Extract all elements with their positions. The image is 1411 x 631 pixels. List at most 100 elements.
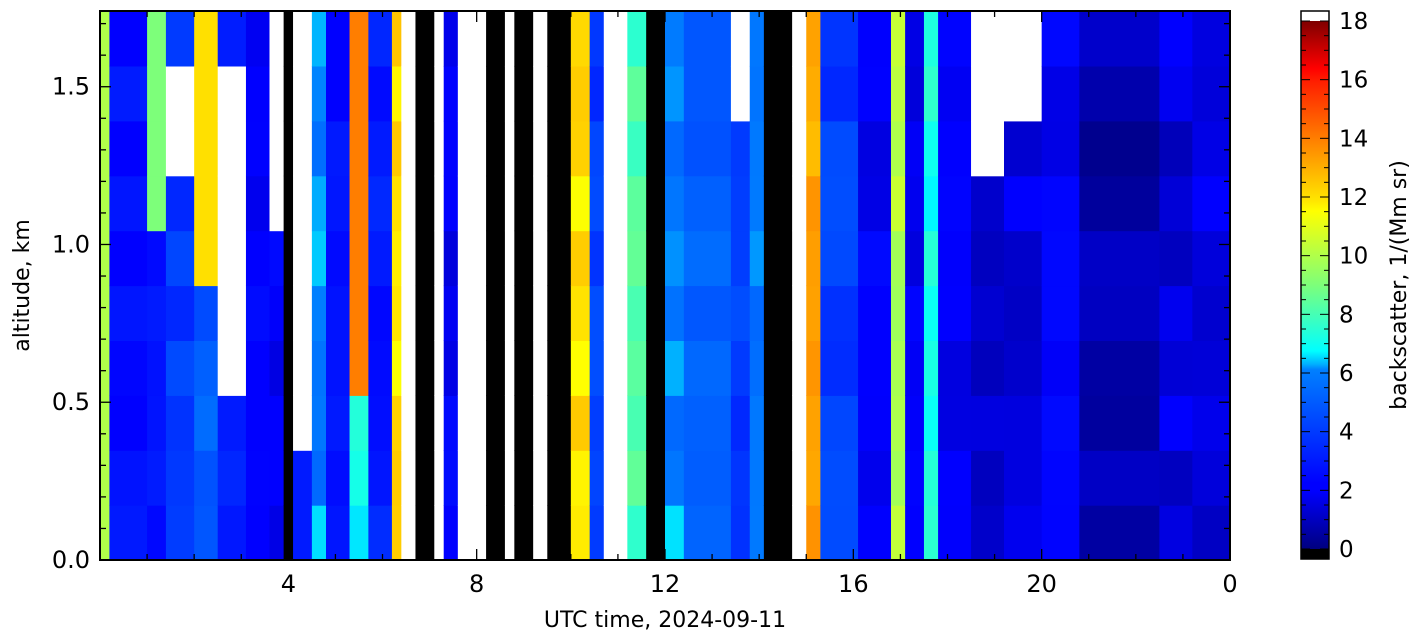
heatmap-cell [415,11,435,67]
heatmap-cell [730,450,751,506]
heatmap-cell [415,230,435,287]
heatmap-cell [665,65,685,122]
heatmap-cell [683,11,732,67]
heatmap-cell [938,230,972,287]
heatmap-cell [570,11,591,67]
heatmap-cell [570,230,591,287]
heatmap-cell [603,395,628,451]
heatmap-cell [858,230,892,287]
heatmap-cell [730,65,751,122]
heatmap-cell [269,175,285,232]
heatmap-cell [217,285,247,341]
heatmap-cell [100,65,111,122]
heatmap-cell [100,450,111,506]
heatmap-cell [792,120,807,177]
heatmap-cell [109,120,148,177]
heatmap-cell [443,11,459,67]
heatmap-cell [486,450,506,506]
heatmap-cell [415,340,435,396]
heatmap-cell [100,175,111,232]
heatmap-cell [646,395,666,451]
heatmap-cell [283,340,294,396]
heatmap-cell [547,395,572,451]
heatmap-cell [217,65,247,122]
heatmap-cell [293,120,313,177]
heatmap-cell [646,65,666,122]
colorbar-tick-label: 12 [1339,185,1368,211]
heatmap-cell [923,340,939,396]
x-tick-label: 0 [1222,570,1237,598]
heatmap-cell [100,230,111,287]
heatmap-cell [311,230,327,287]
heatmap-cell [891,395,906,451]
heatmap-cell [147,11,167,67]
heatmap-cell [486,340,506,396]
heatmap-cell [533,175,548,232]
heatmap-cell [1192,230,1230,287]
heatmap-cell [820,65,859,122]
heatmap-cell [311,285,327,341]
heatmap-cell [165,395,195,451]
heatmap-cell [589,285,605,341]
heatmap-cell [326,230,351,287]
heatmap-cell [792,11,807,67]
heatmap-cell [269,120,285,177]
heatmap-cell [269,340,285,396]
heatmap-cell [1192,285,1230,341]
heatmap-cell [504,450,515,506]
heatmap-cell [1004,285,1043,341]
x-tick-label: 20 [1026,570,1057,598]
heatmap-cell [194,65,219,122]
heatmap-cell [820,120,859,177]
x-tick-label: 4 [281,570,296,598]
heatmap-cell [1079,505,1160,560]
heatmap-cell [905,65,925,122]
heatmap-cell [1004,11,1043,67]
heatmap-cell [971,175,1005,232]
heatmap-cell [806,230,821,287]
heatmap-cell [391,340,402,396]
heatmap-cell [514,120,534,177]
heatmap-cell [646,450,666,506]
heatmap-cell [283,120,294,177]
colorbar-over-cap [1301,11,1329,21]
heatmap-cell [763,395,793,451]
heatmap-cell [683,65,732,122]
heatmap-cell [547,230,572,287]
heatmap-cell [391,65,402,122]
heatmap-cell [547,175,572,232]
heatmap-cell [311,11,327,67]
heatmap-cell [891,120,906,177]
heatmap-cell [646,505,666,560]
heatmap-cell [486,285,506,341]
heatmap-cell [589,230,605,287]
heatmap-cell [109,450,148,506]
heatmap-cell [858,285,892,341]
heatmap-cell [109,65,148,122]
heatmap-cell [391,11,402,67]
heatmap-cell [434,505,445,560]
heatmap-cell [570,505,591,560]
heatmap-cell [486,505,506,560]
heatmap-cell [923,230,939,287]
heatmap-cell [1041,285,1080,341]
heatmap-cell [570,340,591,396]
heatmap-cell [504,120,515,177]
heatmap-cell [217,450,247,506]
heatmap-cell [434,450,445,506]
heatmap-cell [109,505,148,560]
heatmap-cell [923,175,939,232]
heatmap-cell [1159,395,1193,451]
heatmap-cell [401,505,417,560]
heatmap-cell [293,11,313,67]
heatmap-cell [326,120,351,177]
heatmap-cell [415,395,435,451]
heatmap-cell [1079,230,1160,287]
heatmap-cell [820,450,859,506]
heatmap-cell [533,11,548,67]
heatmap-cell [391,395,402,451]
heatmap-cell [938,340,972,396]
colorbar-tick-label: 16 [1339,68,1368,94]
heatmap-cell [349,175,369,232]
heatmap-cell [627,230,647,287]
